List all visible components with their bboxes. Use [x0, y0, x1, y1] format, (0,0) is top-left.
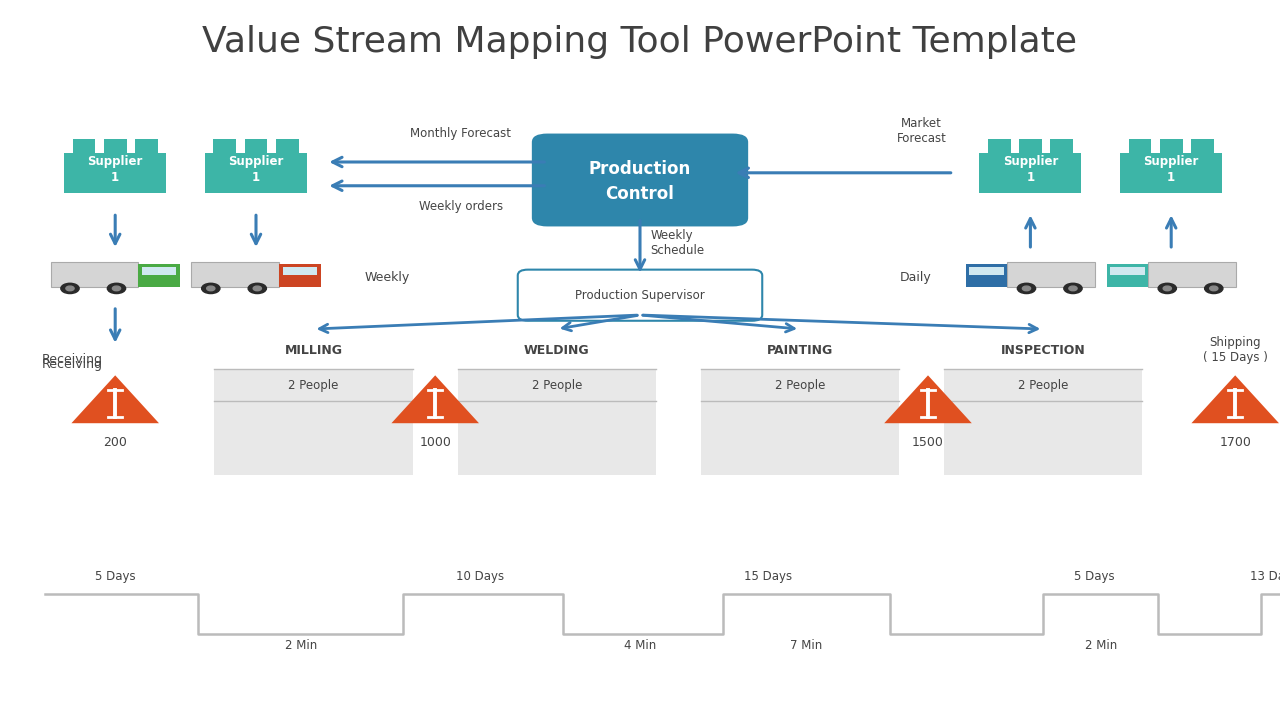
Text: WELDING: WELDING [524, 343, 590, 357]
Circle shape [108, 283, 125, 294]
Text: 2 People: 2 People [774, 379, 826, 392]
FancyBboxPatch shape [1019, 139, 1042, 154]
FancyBboxPatch shape [276, 139, 298, 154]
FancyBboxPatch shape [979, 153, 1082, 192]
FancyBboxPatch shape [205, 153, 307, 192]
FancyBboxPatch shape [1110, 267, 1144, 275]
FancyBboxPatch shape [1129, 139, 1151, 154]
FancyBboxPatch shape [136, 139, 157, 154]
Text: Value Stream Mapping Tool PowerPoint Template: Value Stream Mapping Tool PowerPoint Tem… [202, 25, 1078, 59]
Text: INSPECTION: INSPECTION [1001, 343, 1085, 357]
FancyBboxPatch shape [279, 264, 320, 287]
FancyBboxPatch shape [966, 264, 1007, 287]
FancyBboxPatch shape [214, 139, 236, 154]
Circle shape [1018, 283, 1036, 294]
FancyBboxPatch shape [517, 270, 762, 321]
Text: Supplier
1: Supplier 1 [228, 155, 284, 184]
FancyBboxPatch shape [1192, 139, 1213, 154]
FancyBboxPatch shape [192, 262, 279, 287]
FancyBboxPatch shape [138, 264, 179, 287]
FancyBboxPatch shape [73, 139, 95, 154]
Text: Supplier
1: Supplier 1 [87, 155, 143, 184]
Text: 2 People: 2 People [288, 379, 339, 392]
Text: 2 Min: 2 Min [284, 639, 317, 652]
Text: 5 Days: 5 Days [95, 570, 136, 583]
Polygon shape [392, 375, 479, 423]
FancyBboxPatch shape [701, 331, 900, 475]
Text: Production Supervisor: Production Supervisor [575, 289, 705, 302]
Text: 2 People: 2 People [531, 379, 582, 392]
Circle shape [1069, 286, 1076, 291]
FancyBboxPatch shape [943, 331, 1142, 369]
Text: 2 Min: 2 Min [1084, 639, 1117, 652]
Circle shape [61, 283, 79, 294]
FancyBboxPatch shape [1007, 262, 1094, 287]
FancyBboxPatch shape [458, 331, 657, 369]
Circle shape [1204, 283, 1222, 294]
Text: Supplier
1: Supplier 1 [1002, 155, 1059, 184]
Text: Receiving: Receiving [41, 354, 102, 366]
Text: Weekly
Schedule: Weekly Schedule [650, 230, 704, 258]
Text: MILLING: MILLING [284, 343, 343, 357]
Text: Weekly orders: Weekly orders [419, 200, 503, 213]
FancyBboxPatch shape [104, 139, 127, 154]
Circle shape [65, 286, 74, 291]
FancyBboxPatch shape [214, 331, 412, 475]
Text: Control: Control [605, 185, 675, 203]
Text: Daily: Daily [900, 271, 932, 284]
Text: 1700: 1700 [1220, 436, 1251, 449]
Text: 7 Min: 7 Min [790, 639, 823, 652]
FancyBboxPatch shape [1107, 264, 1148, 287]
FancyBboxPatch shape [1120, 153, 1222, 192]
FancyBboxPatch shape [458, 331, 657, 475]
FancyBboxPatch shape [943, 331, 1142, 475]
FancyBboxPatch shape [988, 139, 1010, 154]
FancyBboxPatch shape [64, 153, 166, 192]
FancyBboxPatch shape [51, 262, 138, 287]
FancyBboxPatch shape [1051, 139, 1073, 154]
Circle shape [113, 286, 120, 291]
FancyBboxPatch shape [142, 267, 177, 275]
FancyBboxPatch shape [244, 139, 268, 154]
Text: 13 Days: 13 Days [1249, 570, 1280, 583]
Text: Supplier
1: Supplier 1 [1143, 155, 1199, 184]
Circle shape [1158, 283, 1176, 294]
Text: 5 Days: 5 Days [1074, 570, 1115, 583]
FancyBboxPatch shape [701, 331, 900, 369]
Circle shape [253, 286, 261, 291]
FancyBboxPatch shape [532, 133, 749, 226]
Text: 2 People: 2 People [1018, 379, 1069, 392]
Circle shape [206, 286, 215, 291]
Text: 1500: 1500 [913, 436, 943, 449]
Circle shape [202, 283, 220, 294]
Text: Shipping
( 15 Days ): Shipping ( 15 Days ) [1203, 336, 1267, 364]
Text: Monthly Forecast: Monthly Forecast [411, 127, 511, 140]
Text: 4 Min: 4 Min [623, 639, 657, 652]
Circle shape [248, 283, 266, 294]
Circle shape [1164, 286, 1171, 291]
Text: Market
Forecast: Market Forecast [897, 117, 946, 145]
Text: 10 Days: 10 Days [456, 570, 504, 583]
Polygon shape [1192, 375, 1279, 423]
Text: 200: 200 [104, 436, 127, 449]
FancyBboxPatch shape [1148, 262, 1235, 287]
FancyBboxPatch shape [969, 267, 1004, 275]
Text: PAINTING: PAINTING [767, 343, 833, 357]
Polygon shape [72, 375, 159, 423]
FancyBboxPatch shape [1160, 139, 1183, 154]
FancyBboxPatch shape [283, 267, 317, 275]
Text: 15 Days: 15 Days [744, 570, 792, 583]
Text: Weekly: Weekly [365, 271, 410, 284]
Text: 1000: 1000 [420, 436, 451, 449]
Circle shape [1023, 286, 1030, 291]
FancyBboxPatch shape [214, 331, 412, 369]
Text: Receiving: Receiving [41, 359, 102, 372]
Circle shape [1064, 283, 1082, 294]
Circle shape [1210, 286, 1217, 291]
Text: Production: Production [589, 161, 691, 179]
Polygon shape [884, 375, 972, 423]
